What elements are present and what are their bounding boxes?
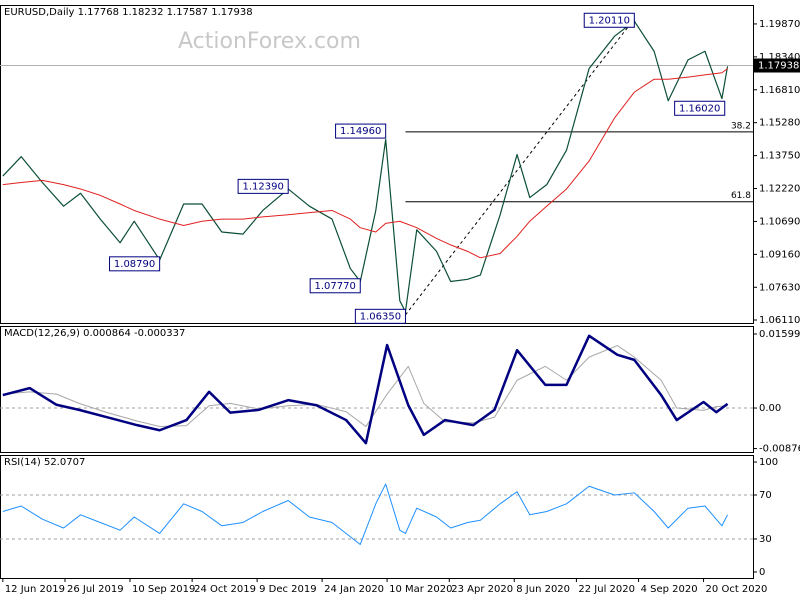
annotation-label: 1.07770 — [315, 281, 356, 292]
y-tick-label: 1.06110 — [759, 315, 800, 326]
x-tick-label: 26 Jul 2019 — [67, 584, 124, 595]
annotation-box — [583, 12, 635, 28]
y-tick-label: 1.19870 — [759, 19, 800, 30]
series-line — [2, 345, 728, 428]
x-tick-label: 12 Jun 2019 — [5, 584, 65, 595]
y-tick-label: 1.15280 — [759, 118, 800, 129]
annotation-box — [109, 256, 161, 272]
y-tick-label: 70 — [759, 490, 772, 501]
annotation-label: 1.08790 — [114, 259, 155, 270]
panel-frame — [0, 5, 754, 324]
last-price-label: 1.17938 — [758, 61, 799, 72]
annotation-label: 1.16020 — [679, 103, 720, 114]
y-tick-label: 1.12220 — [759, 184, 800, 195]
x-tick-label: 24 Jan 2020 — [324, 584, 384, 595]
y-tick-label: 1.10690 — [759, 216, 800, 227]
y-tick-label: 0.015991 — [759, 329, 800, 340]
annotation-label: 1.14960 — [340, 126, 381, 137]
x-tick-label: 10 Sep 2019 — [132, 584, 195, 595]
annotation-box — [674, 100, 726, 116]
y-tick-label: 1.09160 — [759, 249, 800, 260]
panel-title: EURUSD,Daily 1.17768 1.18232 1.17587 1.1… — [4, 7, 253, 18]
x-tick-label: 24 Oct 2019 — [194, 584, 256, 595]
series-line — [2, 483, 729, 545]
annotation-label: 1.12390 — [242, 181, 283, 192]
y-tick-label: 1.16810 — [759, 85, 800, 96]
panel-title: RSI(14) 52.0707 — [4, 457, 85, 468]
y-tick-label: 1.07630 — [759, 282, 800, 293]
annotation-box — [309, 278, 361, 294]
x-tick-label: 22 Jul 2020 — [578, 584, 635, 595]
annotation-label: 1.06350 — [360, 311, 401, 322]
series-line — [2, 334, 729, 445]
last-price-box — [754, 58, 800, 73]
annotation-box — [354, 308, 406, 324]
panel-frame — [0, 455, 754, 579]
watermark: ActionForex.com — [178, 29, 361, 54]
x-tick-label: 9 Dec 2019 — [259, 584, 317, 595]
series-line — [2, 68, 728, 259]
y-tick-label: 100 — [759, 457, 778, 468]
fib-label: 38.2 — [731, 121, 751, 131]
y-tick-label: 1.13750 — [759, 151, 800, 162]
x-tick-label: 20 Oct 2020 — [706, 584, 768, 595]
x-tick-label: 23 Apr 2020 — [451, 584, 513, 595]
annotation-label: 1.20110 — [589, 15, 630, 26]
y-tick-label: 30 — [759, 534, 772, 545]
y-tick-label: 1.18340 — [759, 52, 800, 63]
y-tick-label: 0 — [759, 567, 765, 578]
x-tick-label: 8 Jun 2020 — [516, 584, 570, 595]
annotation-box — [237, 178, 289, 194]
y-tick-label: 0.00 — [759, 403, 781, 414]
x-tick-label: 4 Sep 2020 — [641, 584, 698, 595]
y-tick-label: -0.00876 — [759, 444, 800, 455]
fib-label: 61.8 — [731, 191, 751, 201]
annotation-box — [335, 123, 387, 139]
x-tick-label: 10 Mar 2020 — [389, 584, 452, 595]
series-line — [2, 20, 729, 313]
panel-title: MACD(12,26,9) 0.000864 -0.000337 — [4, 328, 185, 339]
